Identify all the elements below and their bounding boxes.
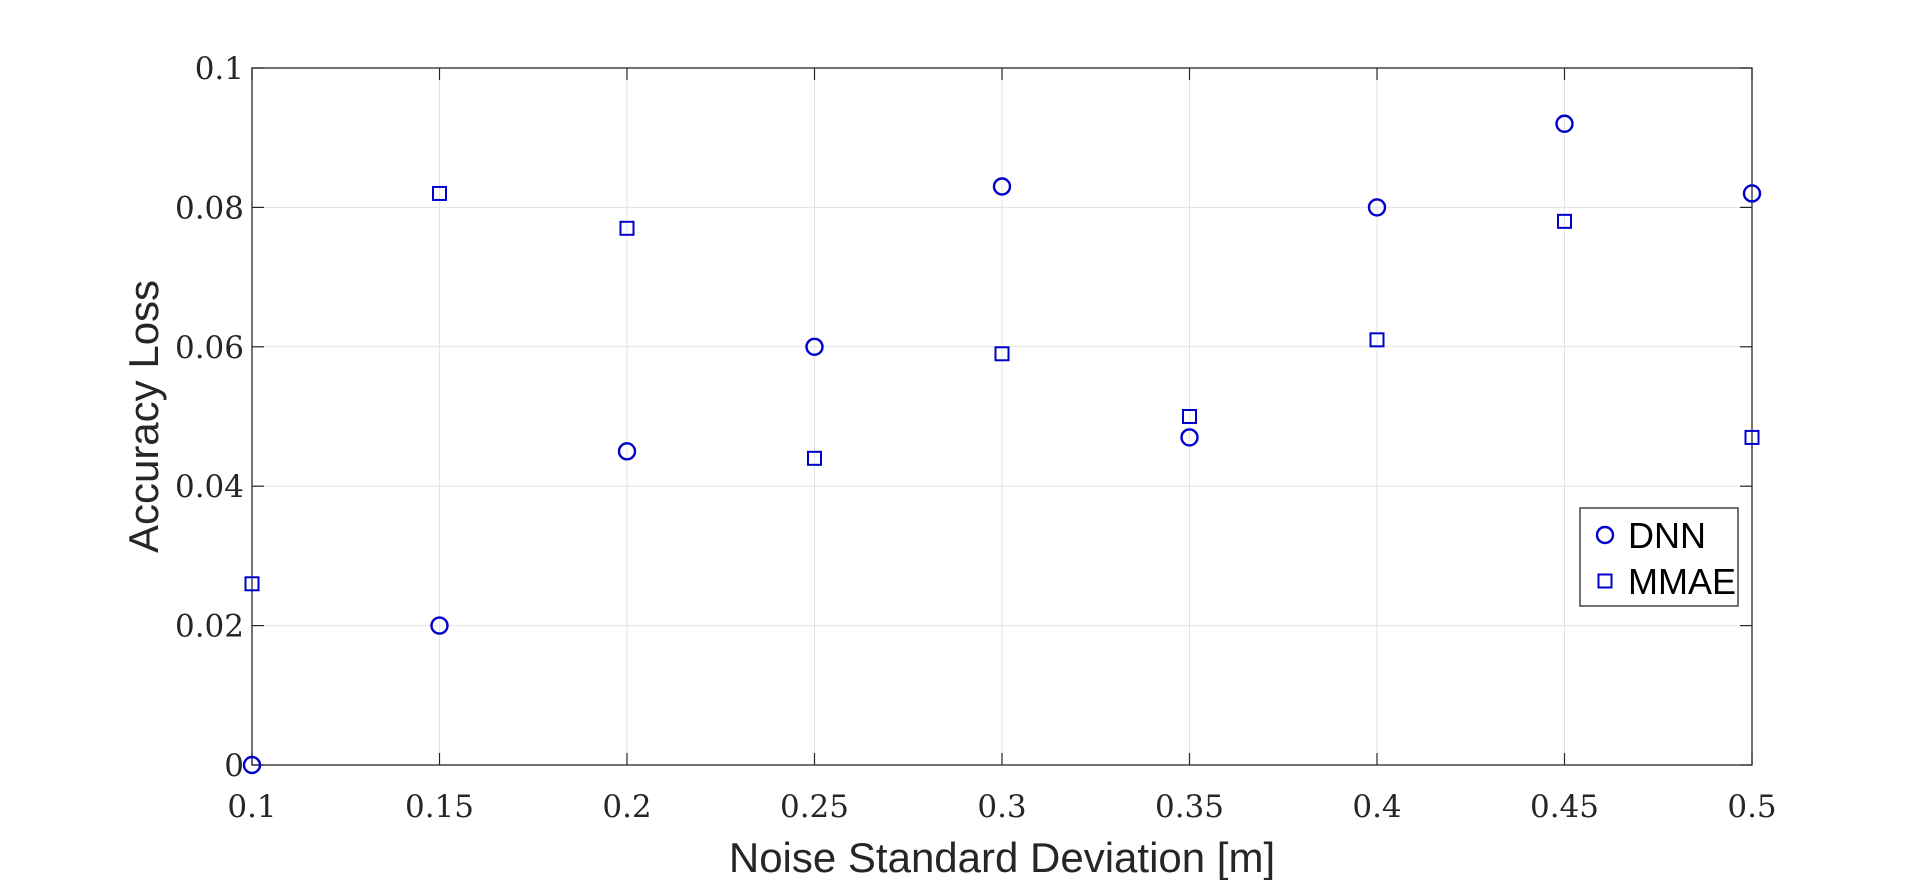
legend-box — [1579, 507, 1739, 607]
y-tick-label: 0.02 — [175, 609, 244, 645]
mmae-point — [619, 220, 635, 236]
axis-ticks — [251, 67, 1753, 766]
series-dnn — [242, 114, 1762, 775]
y-tick-label: 0.04 — [175, 469, 244, 505]
data-points — [242, 114, 1762, 775]
legend: DNN MMAE — [1579, 507, 1739, 607]
y-tick-label: 0.08 — [175, 190, 244, 226]
x-tick-labels: 0.1 0.15 0.2 0.25 0.3 0.35 0.4 0.45 0.5 — [227, 789, 1776, 825]
x-tick-label: 0.25 — [780, 789, 849, 825]
dnn-point — [1555, 114, 1574, 133]
x-tick-label: 0.45 — [1530, 789, 1599, 825]
x-tick-label: 0.3 — [977, 789, 1026, 825]
series-mmae — [244, 185, 1760, 592]
mmae-point — [807, 450, 822, 466]
mmae-point — [994, 346, 1010, 362]
mmae-point — [244, 576, 260, 592]
dnn-point — [1367, 198, 1387, 217]
x-tick-label: 0.2 — [602, 789, 651, 825]
dnn-point — [1180, 428, 1199, 447]
dnn-point — [430, 616, 449, 635]
x-tick-label: 0.4 — [1352, 789, 1401, 825]
x-tick-label: 0.1 — [227, 789, 276, 825]
x-tick-label: 0.35 — [1155, 789, 1224, 825]
mmae-point — [1182, 409, 1197, 424]
y-axis-label: Accuracy Loss — [120, 280, 167, 553]
x-axis-label: Noise Standard Deviation [m] — [729, 834, 1275, 880]
mmae-point — [1369, 332, 1385, 348]
dnn-point — [805, 337, 824, 356]
mmae-point — [1744, 429, 1760, 445]
mmae-point — [1557, 213, 1572, 229]
dnn-point — [1742, 184, 1762, 203]
mmae-point — [432, 185, 447, 201]
y-tick-labels: 0 0.02 0.04 0.06 0.08 0.1 — [175, 51, 244, 784]
legend-label-mmae: MMAE — [1628, 561, 1736, 602]
y-tick-label: 0 — [224, 748, 244, 784]
y-tick-label: 0.1 — [195, 51, 244, 87]
legend-marker-mmae — [1597, 573, 1613, 589]
y-tick-label: 0.06 — [175, 330, 244, 366]
dnn-point — [242, 755, 262, 775]
dnn-point — [992, 177, 1012, 196]
grid — [251, 67, 1753, 766]
x-tick-label: 0.15 — [405, 789, 474, 825]
legend-marker-dnn — [1595, 525, 1615, 545]
legend-label-dnn: DNN — [1628, 515, 1706, 556]
x-tick-label: 0.5 — [1727, 789, 1776, 825]
dnn-point — [617, 442, 637, 461]
